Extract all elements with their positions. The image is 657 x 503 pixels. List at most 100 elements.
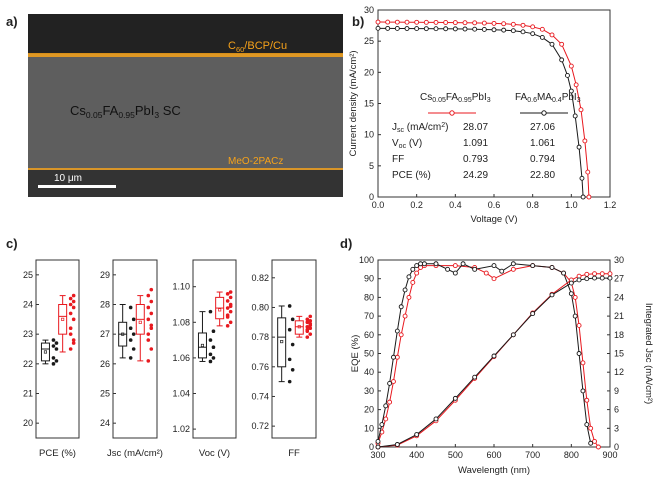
eqe-series-0-point — [402, 313, 408, 319]
jv-series-0-point — [586, 194, 592, 200]
jv-ylabel: Current density (mA/cm²) — [348, 50, 359, 156]
jv-xtick-label: 1.0 — [565, 200, 578, 210]
jv-ytick-label: 20 — [364, 67, 374, 77]
box-xlabel-0: PCE (%) — [39, 448, 76, 459]
eqe-series-0-point — [576, 323, 582, 328]
eqe-series-1-point — [391, 354, 396, 360]
jv-series-0-point — [568, 63, 574, 69]
jv-ytick-label: 25 — [364, 36, 374, 46]
jv-frame — [377, 9, 611, 198]
eqe-series-0-point — [383, 416, 389, 422]
film-label: Cs0.05FA0.95PbI3 SC — [70, 103, 181, 120]
eqe-ytick-label: 20 — [364, 405, 374, 415]
box-point-black — [51, 338, 56, 342]
box-frame-1 — [112, 259, 158, 439]
eqe-ytick-right-label: 3 — [614, 423, 619, 433]
box-xlabel-1: Jsc (mA/cm²) — [107, 448, 163, 459]
jv-series-1-point — [576, 144, 582, 150]
eqe-series-3-point — [472, 374, 478, 380]
eqe-series-1-point — [472, 266, 478, 272]
box-point-red — [149, 287, 154, 292]
jv-series-1-point — [530, 31, 536, 37]
box-point-black — [54, 341, 59, 345]
box-mean-black — [121, 332, 125, 336]
box-point-black — [287, 327, 292, 332]
box-ytick-label-2: 1.06 — [172, 353, 190, 363]
jv-series-0-point — [472, 20, 478, 26]
eqe-ytick-label: 0 — [369, 442, 374, 452]
box-point-red — [146, 359, 151, 363]
jv-series-0-point — [452, 20, 458, 26]
eqe-series-3-point — [452, 395, 458, 401]
box-point-red — [146, 317, 151, 322]
eqe-series-3-point — [491, 353, 497, 359]
box-xlabel-2: Voc (V) — [199, 448, 230, 459]
jv-series-0-point — [414, 19, 420, 25]
jv-ytick-label: 15 — [364, 99, 374, 109]
box-point-red — [305, 324, 310, 329]
jv-series-1-point — [423, 26, 429, 32]
jv-series-0-point — [549, 32, 555, 38]
box-point-black — [211, 345, 216, 350]
box-point-red — [225, 292, 230, 296]
eqe-ylabel-right: Integrated Jsc (mA/cm²) — [643, 303, 654, 404]
box-point-red — [305, 320, 310, 325]
box-ytick-label-1: 24 — [100, 418, 110, 428]
box-ytick-label-1: 26 — [100, 359, 110, 369]
eqe-series-1-point — [530, 263, 536, 269]
box-point-red — [68, 326, 73, 331]
eqe-ytick-label: 40 — [364, 367, 374, 377]
box-point-black — [208, 309, 213, 314]
eqe-xtick-label: 300 — [370, 450, 385, 460]
eqe-series-2-point — [607, 271, 613, 277]
box-point-black — [54, 347, 59, 351]
jv-series-0-point — [585, 169, 591, 175]
eqe-series-1-point — [460, 261, 466, 267]
jv-xtick-label: 0.8 — [526, 200, 539, 210]
box-ytick-label-3: 0.78 — [251, 332, 269, 342]
eqe-series-0-point — [398, 332, 404, 338]
box-point-red — [228, 295, 233, 300]
box-point-black — [51, 356, 56, 360]
eqe-ytick-right-label: 24 — [614, 292, 624, 302]
eqe-series-0-point — [584, 397, 590, 403]
eqe-series-1-point — [398, 304, 404, 310]
panel-d-label: d) — [340, 236, 352, 251]
box-mean-red — [297, 325, 301, 329]
box-point-red — [308, 326, 313, 331]
box-point-black — [211, 356, 216, 360]
jv-series-1-point — [559, 57, 565, 63]
eqe-series-1-point — [568, 291, 574, 297]
eqe-series-3-point — [592, 275, 597, 281]
box-ytick-label-3: 0.82 — [251, 273, 269, 283]
sem-image: C60/BCP/Cu Cs0.05FA0.95PbI3 SC MeO-2PACz… — [28, 14, 343, 197]
eqe-series-3-point — [394, 442, 400, 447]
box-ytick-label-2: 1.02 — [172, 424, 190, 434]
eqe-series-1-point — [499, 268, 505, 274]
box-point-black — [54, 359, 59, 363]
jv-header-a: Cs0.05FA0.95PbI3 — [420, 92, 491, 104]
eqe-xtick-label: 900 — [602, 450, 617, 460]
box-point-black — [51, 362, 56, 366]
jv-ytick-label: 10 — [364, 130, 374, 140]
jv-row-voc-label: Voc (V) — [392, 138, 422, 150]
box-point-red — [308, 321, 313, 326]
jv-ff-b: 0.794 — [530, 154, 555, 165]
eqe-series-1-point — [410, 266, 416, 272]
bottom-layer-label: MeO-2PACz — [228, 156, 283, 167]
box-point-black — [290, 367, 295, 372]
jv-series-0-point — [394, 19, 400, 25]
eqe-series-3-point — [375, 444, 381, 450]
jv-series-1-point — [462, 26, 468, 32]
jv-series-0-point — [539, 26, 545, 32]
eqe-series-1-point — [572, 313, 578, 319]
eqe-series-3-point — [549, 292, 555, 298]
box-body-black — [40, 342, 50, 362]
box-ytick-label-1: 27 — [100, 329, 110, 339]
jv-series-0-point — [433, 19, 439, 25]
jv-series-1-point — [579, 175, 585, 181]
eqe-ytick-label: 70 — [364, 311, 374, 321]
box-point-red — [228, 309, 233, 314]
jv-xtick-label: 0.0 — [372, 200, 385, 210]
eqe-series-1-point — [491, 263, 497, 269]
